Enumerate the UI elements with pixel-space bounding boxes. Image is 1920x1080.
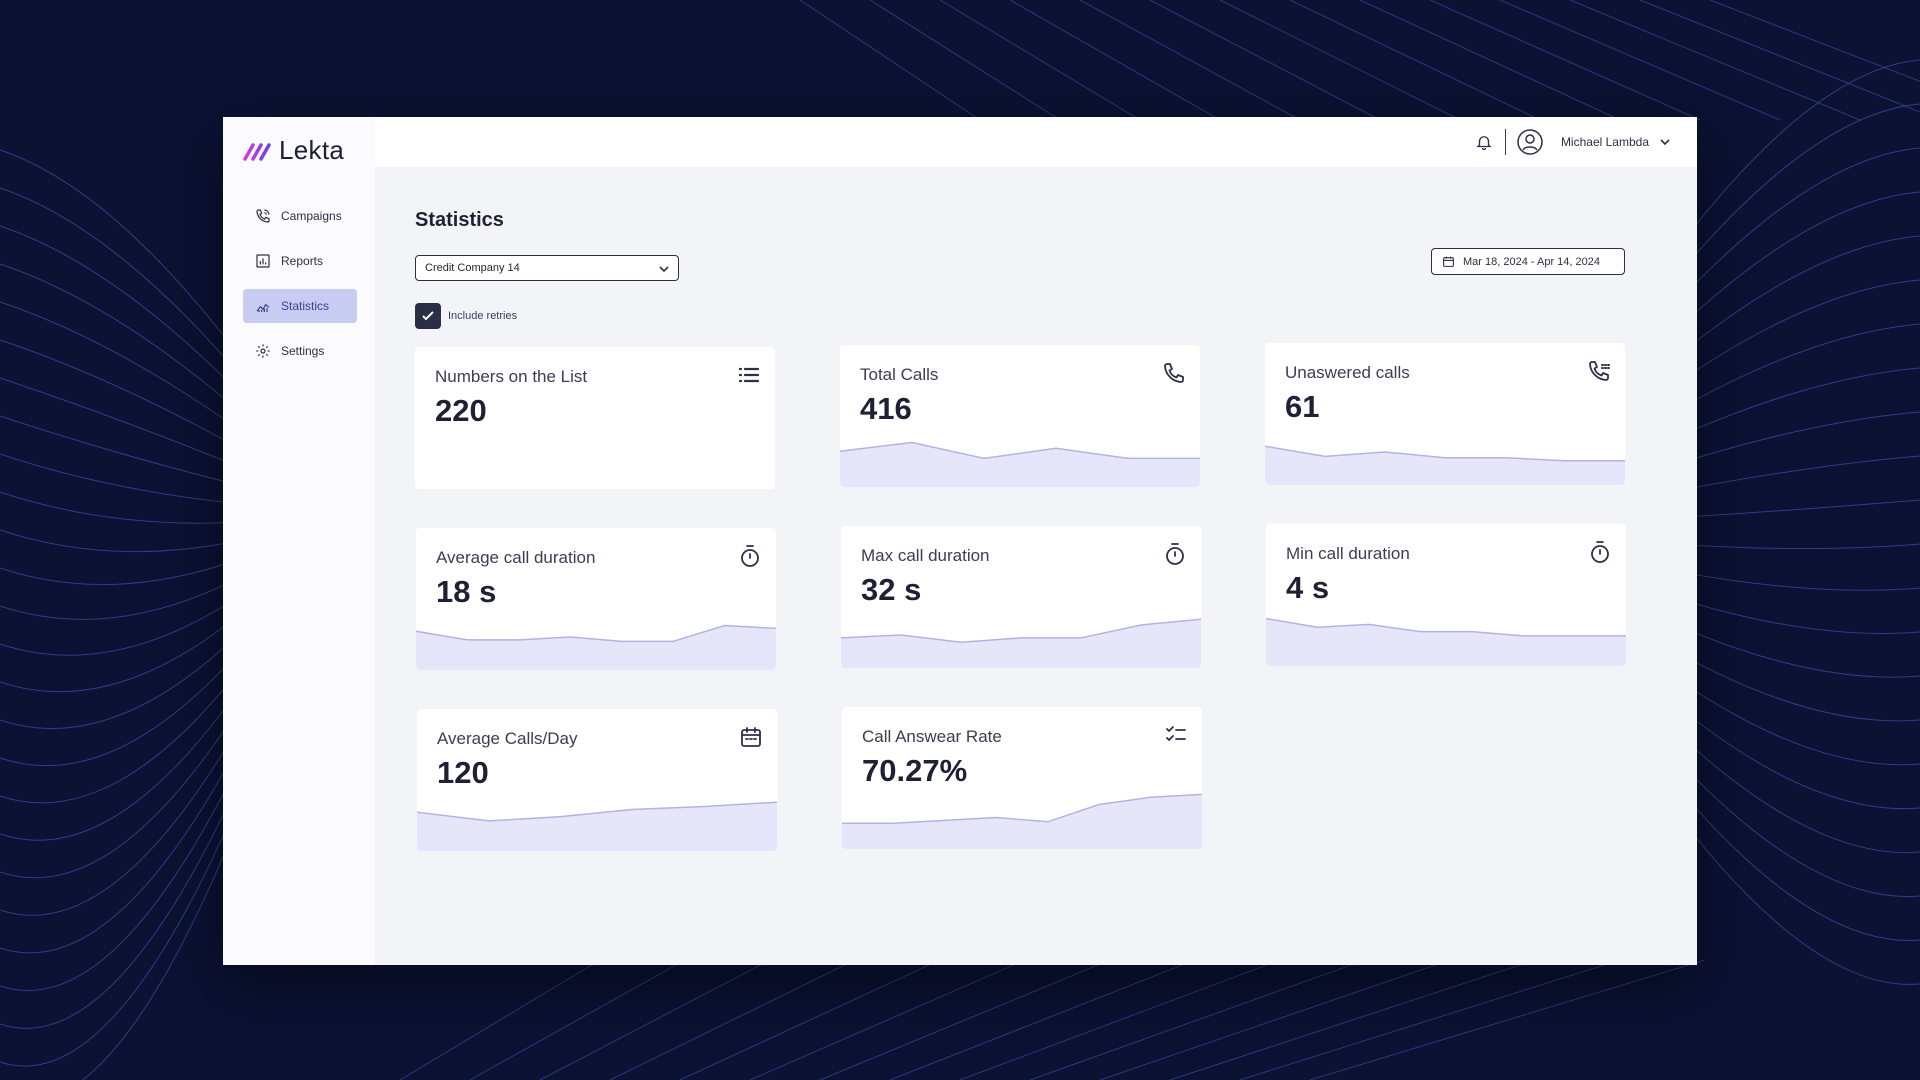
brand-name: Lekta: [279, 135, 345, 165]
campaign-select-value: Credit Company 14: [425, 262, 520, 274]
stat-card: Average Calls/Day 120: [417, 709, 777, 851]
include-retries-label: Include retries: [448, 310, 518, 322]
sparkline-area: [1266, 618, 1626, 666]
sidebar: Lekta Campaigns Reports: [223, 117, 375, 965]
sparkline: [842, 793, 1202, 849]
sparkline-line: [1266, 617, 1626, 637]
stat-card-title: Average Calls/Day: [437, 729, 578, 748]
stat-card: Numbers on the List 220: [415, 347, 775, 489]
sparkline: [417, 801, 777, 851]
lekta-logo-icon: [243, 142, 271, 161]
gear-icon: [256, 344, 270, 358]
stat-card-title: Unaswered calls: [1285, 363, 1410, 382]
logo: Lekta: [243, 135, 344, 166]
top-bar: Michael Lambda: [375, 117, 1697, 167]
user-avatar-icon[interactable]: [1517, 129, 1543, 155]
topbar-divider: [1505, 129, 1506, 155]
date-range-picker[interactable]: Mar 18, 2024 - Apr 14, 2024: [1431, 248, 1625, 275]
stat-card-value: 220: [435, 393, 487, 428]
include-retries-row: Include retries: [415, 303, 517, 329]
user-name[interactable]: Michael Lambda: [1560, 135, 1649, 149]
sparkline: [1266, 617, 1626, 666]
sparkline: [416, 624, 776, 670]
sidebar-nav: Campaigns Reports Statistics: [243, 199, 357, 379]
chevron-down-icon: [659, 266, 669, 273]
sidebar-item-label: Settings: [281, 344, 325, 358]
stat-card-value: 70.27%: [862, 753, 968, 788]
stopwatch-icon: [741, 545, 759, 567]
bell-icon[interactable]: [1475, 132, 1493, 152]
sparkline-area: [841, 619, 1201, 668]
calendar-icon: [741, 727, 761, 747]
stat-card-value: 18 s: [436, 574, 497, 609]
phone-icon: [256, 209, 270, 223]
sparkline-line: [840, 441, 1200, 460]
page-title: Statistics: [415, 209, 504, 231]
sparkline-area: [417, 802, 777, 851]
sidebar-item-label: Campaigns: [281, 209, 342, 223]
sparkline-area: [840, 442, 1200, 487]
check-icon: [422, 311, 434, 321]
phone-icon: [1164, 363, 1184, 383]
sparkline-line: [842, 793, 1202, 824]
stat-card-title: Min call duration: [1286, 544, 1410, 563]
sparkline: [1265, 445, 1625, 485]
sparkline-area: [842, 794, 1202, 849]
stat-card: Call Answear Rate 70.27%: [842, 707, 1202, 849]
sparkline: [841, 618, 1201, 668]
chart-icon: [256, 303, 270, 312]
sidebar-item-label: Statistics: [281, 299, 330, 313]
stat-card-value: 120: [437, 755, 489, 790]
sparkline-line: [417, 801, 777, 822]
report-icon: [256, 254, 270, 268]
stat-card: Total Calls 416: [840, 345, 1200, 487]
sparkline-line: [1265, 445, 1625, 462]
stat-card-title: Average call duration: [436, 548, 596, 567]
stat-card: Min call duration 4 s: [1266, 524, 1626, 666]
include-retries-checkbox[interactable]: [415, 303, 441, 329]
stat-card: Average call duration 18 s: [416, 528, 776, 670]
stat-card-value: 61: [1285, 389, 1320, 424]
stat-card-value: 4 s: [1286, 570, 1330, 605]
stopwatch-icon: [1166, 543, 1184, 565]
stat-card-value: 416: [860, 391, 912, 426]
sidebar-item-statistics[interactable]: Statistics: [243, 289, 357, 323]
phone-missed-icon: [1589, 361, 1610, 381]
sparkline: [840, 441, 1200, 487]
stat-card-value: 32 s: [861, 572, 922, 607]
sidebar-item-settings[interactable]: Settings: [243, 334, 357, 368]
stat-card-title: Total Calls: [860, 365, 939, 384]
chevron-down-icon[interactable]: [1659, 136, 1671, 148]
stat-card: Unaswered calls 61: [1265, 343, 1625, 485]
stat-card-title: Max call duration: [861, 546, 990, 565]
stat-card-title: Call Answear Rate: [862, 727, 1002, 746]
sidebar-item-label: Reports: [281, 254, 324, 268]
stopwatch-icon: [1591, 541, 1609, 563]
stat-card-title: Numbers on the List: [435, 367, 588, 386]
sidebar-item-campaigns[interactable]: Campaigns: [243, 199, 357, 233]
sparkline-area: [1265, 446, 1625, 485]
calendar-icon: [1443, 256, 1454, 267]
stat-card: Max call duration 32 s: [841, 526, 1201, 668]
sparkline-line: [841, 618, 1201, 643]
app-window: Lekta Campaigns Reports: [223, 117, 1697, 965]
campaign-select[interactable]: Credit Company 14: [415, 255, 679, 281]
sparkline-area: [416, 625, 776, 670]
date-range-text: Mar 18, 2024 - Apr 14, 2024: [1463, 255, 1600, 268]
sparkline-line: [416, 624, 776, 643]
list-icon: [738, 367, 760, 383]
sidebar-item-reports[interactable]: Reports: [243, 244, 357, 278]
checklist-icon: [1166, 726, 1186, 741]
